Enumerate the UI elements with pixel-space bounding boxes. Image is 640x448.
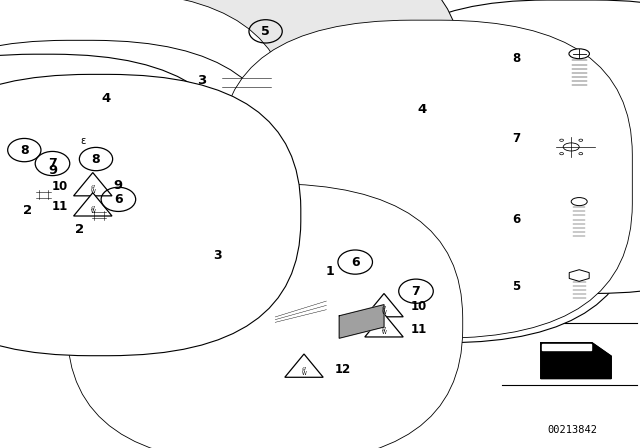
Text: 2: 2 bbox=[23, 204, 32, 217]
FancyBboxPatch shape bbox=[0, 40, 285, 320]
Text: 3: 3 bbox=[197, 74, 206, 87]
Text: 9: 9 bbox=[114, 179, 123, 193]
Text: g: g bbox=[91, 185, 95, 190]
FancyBboxPatch shape bbox=[30, 0, 463, 231]
Text: 8: 8 bbox=[513, 52, 520, 65]
Polygon shape bbox=[99, 195, 438, 302]
Polygon shape bbox=[35, 155, 83, 170]
FancyBboxPatch shape bbox=[355, 0, 640, 293]
Text: 6: 6 bbox=[351, 255, 360, 269]
Polygon shape bbox=[285, 354, 323, 377]
Text: 10: 10 bbox=[411, 300, 428, 314]
Text: p: p bbox=[230, 224, 237, 233]
Text: 4: 4 bbox=[418, 103, 427, 116]
Text: 7: 7 bbox=[513, 132, 520, 146]
Polygon shape bbox=[542, 344, 591, 350]
Ellipse shape bbox=[572, 198, 588, 206]
Ellipse shape bbox=[569, 49, 589, 59]
Polygon shape bbox=[269, 296, 384, 345]
Text: g: g bbox=[382, 326, 386, 331]
Polygon shape bbox=[339, 305, 384, 338]
Text: 8: 8 bbox=[92, 152, 100, 166]
Text: g: g bbox=[91, 205, 95, 210]
Text: ε: ε bbox=[81, 136, 86, 146]
Text: 4: 4 bbox=[101, 92, 110, 105]
Polygon shape bbox=[74, 172, 112, 196]
Polygon shape bbox=[365, 314, 403, 337]
Polygon shape bbox=[74, 193, 112, 216]
Text: 11: 11 bbox=[52, 200, 68, 214]
Text: W: W bbox=[90, 189, 95, 194]
Polygon shape bbox=[269, 273, 384, 314]
Polygon shape bbox=[541, 343, 611, 379]
Text: 9: 9 bbox=[48, 164, 57, 177]
Text: 2: 2 bbox=[76, 223, 84, 236]
FancyBboxPatch shape bbox=[0, 54, 245, 336]
Polygon shape bbox=[569, 270, 589, 281]
Text: 00213842: 00213842 bbox=[548, 425, 598, 435]
Text: 5: 5 bbox=[513, 280, 520, 293]
FancyBboxPatch shape bbox=[0, 74, 301, 356]
Text: W: W bbox=[90, 209, 95, 214]
Text: 8: 8 bbox=[20, 143, 29, 157]
Text: 6: 6 bbox=[114, 193, 123, 206]
Text: 5: 5 bbox=[261, 25, 270, 38]
FancyBboxPatch shape bbox=[0, 0, 291, 302]
Text: g: g bbox=[382, 306, 386, 310]
FancyBboxPatch shape bbox=[220, 20, 632, 338]
Text: W: W bbox=[301, 370, 307, 375]
Text: 6: 6 bbox=[513, 213, 520, 226]
FancyBboxPatch shape bbox=[38, 0, 454, 246]
Text: 12: 12 bbox=[334, 363, 351, 376]
Text: W: W bbox=[381, 310, 387, 315]
FancyBboxPatch shape bbox=[213, 16, 639, 343]
Polygon shape bbox=[365, 293, 403, 317]
Text: 7: 7 bbox=[48, 157, 57, 170]
FancyBboxPatch shape bbox=[0, 0, 298, 309]
Text: 15: 15 bbox=[296, 239, 305, 245]
Text: 10: 10 bbox=[52, 180, 68, 193]
Polygon shape bbox=[80, 177, 131, 195]
Text: 1: 1 bbox=[325, 264, 334, 278]
FancyBboxPatch shape bbox=[67, 184, 463, 448]
Text: 3: 3 bbox=[213, 249, 222, 262]
FancyBboxPatch shape bbox=[213, 68, 280, 103]
Polygon shape bbox=[384, 296, 406, 334]
Text: W: W bbox=[381, 330, 387, 335]
Text: g: g bbox=[302, 366, 306, 371]
Text: 11: 11 bbox=[411, 323, 428, 336]
Text: 7: 7 bbox=[412, 284, 420, 298]
